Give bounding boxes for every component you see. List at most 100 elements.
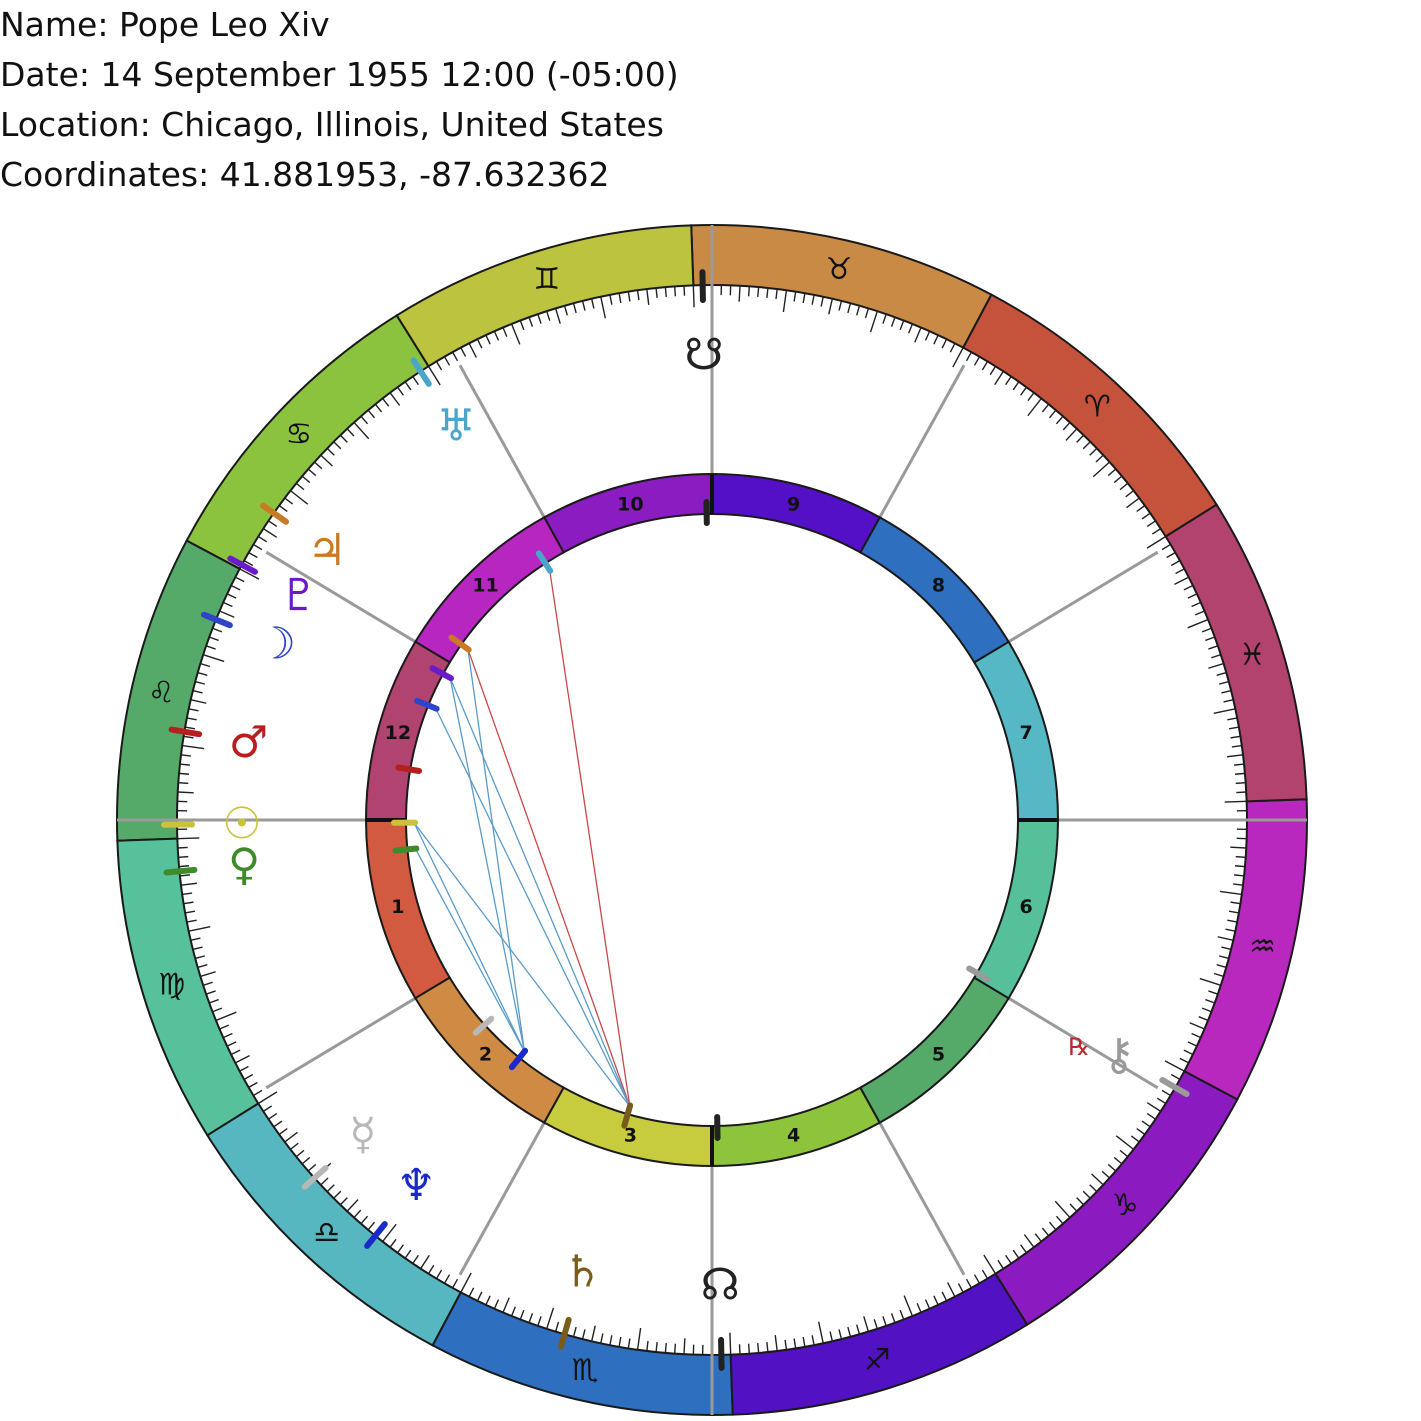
degree-tick [941, 1291, 948, 1302]
degree-tick [581, 1329, 586, 1340]
degree-tick [1119, 482, 1129, 491]
degree-tick [339, 434, 348, 443]
aspect-line-uranus-saturn [549, 569, 631, 1107]
degree-tick [452, 351, 459, 362]
degree-tick [1101, 1170, 1111, 1179]
degree-tick [1230, 846, 1247, 849]
planet-inner-marker-pluto [429, 665, 454, 682]
degree-tick [1004, 376, 1012, 386]
degree-tick [965, 1278, 972, 1289]
degree-tick [933, 334, 939, 345]
degree-tick [284, 497, 294, 505]
degree-tick [572, 1326, 577, 1337]
degree-tick [1004, 1254, 1012, 1264]
degree-tick [178, 781, 189, 785]
degree-tick [367, 409, 376, 419]
degree-tick [793, 291, 797, 302]
house-cusp-line-5 [878, 1121, 966, 1276]
degree-tick [1225, 928, 1236, 932]
degree-tick [1175, 568, 1185, 575]
degree-tick [1219, 890, 1242, 896]
degree-tick [1189, 1022, 1205, 1030]
degree-tick [183, 901, 194, 905]
degree-tick [1107, 468, 1117, 477]
degree-tick [572, 303, 577, 314]
degree-tick [257, 1091, 278, 1105]
degree-tick [600, 1333, 604, 1344]
degree-tick [1107, 1163, 1117, 1172]
degree-tick [1183, 584, 1194, 591]
degree-tick [243, 560, 254, 567]
degree-tick [1146, 1102, 1162, 1112]
degree-tick [1208, 645, 1219, 650]
house-number-8: 8 [932, 574, 945, 596]
degree-tick [404, 381, 412, 391]
house-number-7: 7 [1020, 722, 1033, 744]
venus-icon: ♀ [228, 840, 260, 891]
degree-tick [916, 1302, 922, 1313]
degree-tick [946, 1282, 956, 1298]
degree-tick [1179, 1057, 1190, 1064]
degree-tick [460, 347, 467, 357]
degree-tick [1069, 1203, 1078, 1212]
degree-tick [186, 919, 197, 923]
degree-tick [1194, 610, 1205, 616]
degree-tick [502, 327, 508, 338]
degree-tick [1234, 865, 1246, 868]
degree-tick [828, 298, 834, 315]
degree-tick [493, 1299, 500, 1310]
degree-tick [212, 1007, 223, 1013]
planet-marker-mars [168, 726, 203, 738]
degree-tick [320, 454, 333, 467]
chart-date: Date: 14 September 1955 12:00 (-05:00) [0, 55, 679, 94]
degree-tick [333, 1190, 342, 1199]
degree-tick [829, 1331, 834, 1342]
degree-tick [212, 627, 223, 633]
degree-tick [278, 504, 288, 512]
degree-tick [226, 1041, 237, 1047]
degree-tick [1234, 874, 1245, 877]
degree-tick [1126, 497, 1140, 509]
degree-tick [239, 568, 260, 580]
degree-tick [476, 338, 483, 349]
sign-glyph-sagittarius: ♐ [864, 1343, 891, 1378]
degree-tick [510, 1306, 516, 1317]
chart-location: Location: Chicago, Illinois, United Stat… [0, 105, 664, 144]
degree-tick [882, 1316, 887, 1327]
degree-tick [1213, 972, 1224, 978]
sign-glyph-capricorn: ♑ [1112, 1188, 1139, 1223]
planet-inner-marker-moon [414, 697, 440, 712]
degree-tick [590, 1325, 596, 1342]
degree-tick [981, 1269, 989, 1279]
degree-tick [1054, 1200, 1071, 1219]
planet-inner-marker-neptune [508, 1047, 529, 1071]
degree-tick [1055, 415, 1064, 425]
degree-tick [1113, 475, 1123, 484]
degree-tick [563, 305, 568, 316]
degree-tick [519, 320, 525, 331]
aspect-line-moon-saturn [435, 708, 631, 1107]
degree-tick [1221, 946, 1232, 951]
degree-tick [219, 610, 235, 618]
degree-tick [219, 1024, 230, 1030]
degree-tick [636, 290, 640, 301]
degree-tick [784, 1339, 788, 1350]
degree-tick [537, 1316, 542, 1327]
sign-glyph-libra: ♎ [313, 1216, 340, 1251]
degree-tick [215, 1011, 237, 1022]
degree-tick [1020, 386, 1028, 396]
planet-inner-marker-chiron [966, 965, 991, 982]
degree-tick [320, 1177, 329, 1186]
degree-tick [664, 1342, 667, 1354]
degree-tick [757, 286, 760, 298]
sign-glyph-taurus: ♉ [826, 252, 853, 287]
degree-tick [360, 415, 369, 425]
degree-tick [205, 645, 216, 650]
degree-tick [200, 662, 211, 668]
degree-tick [1228, 910, 1239, 914]
degree-tick [1141, 1120, 1151, 1128]
degree-tick [243, 1073, 254, 1080]
degree-tick [1213, 708, 1236, 715]
degree-tick [183, 735, 194, 739]
planet-marker-moon [200, 611, 233, 629]
